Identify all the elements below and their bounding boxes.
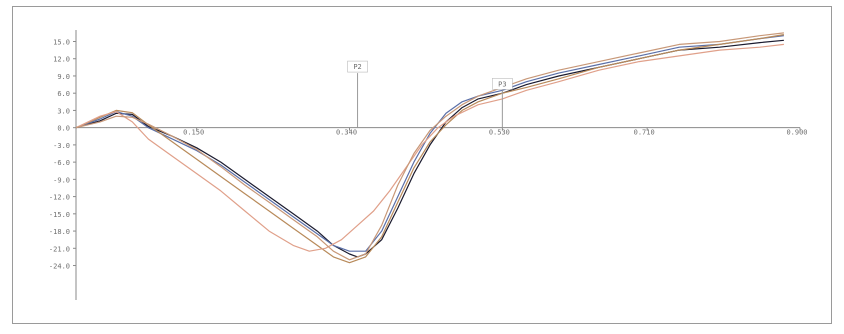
series-line-3 — [75, 34, 784, 264]
series-line-2 — [75, 35, 784, 252]
annotation-label: P2 — [353, 63, 361, 71]
y-tick-label: -3.0 — [53, 142, 70, 150]
series-layer — [75, 32, 784, 264]
y-tick-label: -9.0 — [53, 176, 70, 184]
x-tick-label: 0.900 — [786, 129, 807, 137]
series-line-5 — [75, 32, 784, 261]
chart-frame — [12, 6, 832, 324]
x-tick-label: 0.710 — [634, 129, 655, 137]
y-tick-label: 9.0 — [57, 73, 70, 81]
y-tick-label: 15.0 — [53, 38, 70, 46]
y-tick-label: 6.0 — [57, 90, 70, 98]
y-tick-label: -21.0 — [49, 245, 70, 253]
y-tick-label: 12.0 — [53, 56, 70, 64]
x-tick-label: 0.150 — [183, 129, 204, 137]
y-tick-label: 0.0 — [57, 125, 70, 133]
axes-layer: 15.0 12.0 9.0 6.0 3.0 0.0 -3.0 -6.0 -9.0 -12.0 -15… — [49, 30, 808, 300]
annotation-box — [492, 78, 513, 90]
annotation-layer: P2 P3 — [347, 60, 513, 128]
y-tick-label: -18.0 — [49, 228, 70, 236]
annotation-label: P3 — [498, 80, 506, 88]
y-tick-label: -15.0 — [49, 211, 70, 219]
y-tick-label: -12.0 — [49, 194, 70, 202]
x-tick-label: 0.340 — [336, 129, 357, 137]
series-line-4 — [75, 43, 784, 252]
x-tick-label: 0.530 — [489, 129, 510, 137]
y-tick-label: -6.0 — [53, 159, 70, 167]
y-tick-label: 3.0 — [57, 107, 70, 115]
y-tick-label: -24.0 — [49, 263, 70, 271]
annotation-box — [347, 60, 368, 73]
